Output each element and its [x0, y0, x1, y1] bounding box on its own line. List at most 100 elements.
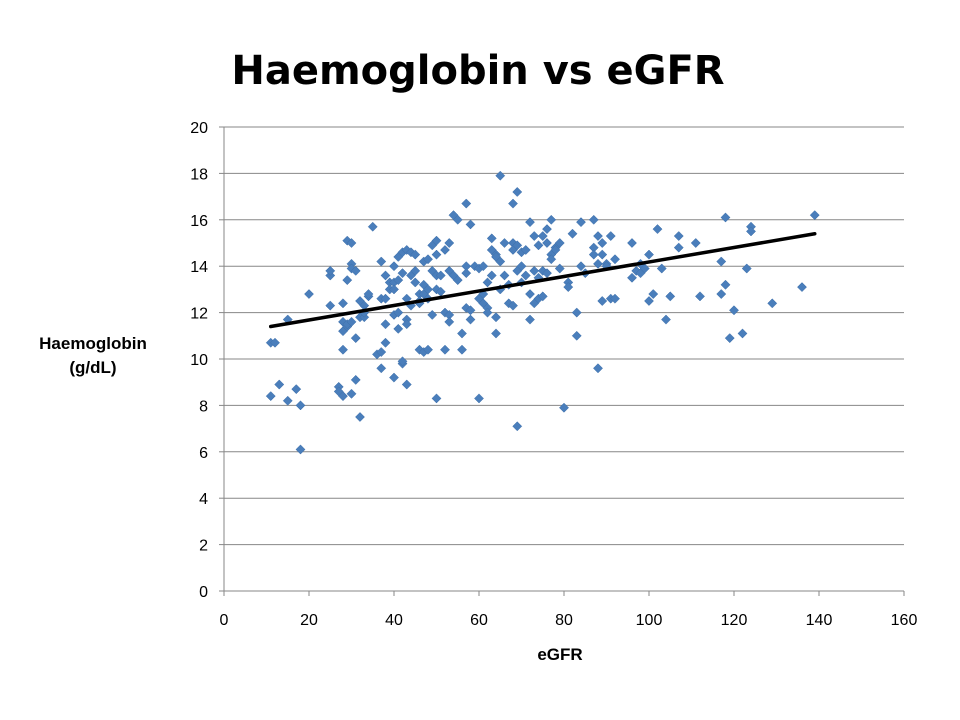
data-point [423, 254, 433, 265]
data-point [525, 217, 535, 228]
data-point [457, 344, 467, 355]
data-point [265, 391, 276, 402]
data-point [380, 293, 391, 304]
data-point [367, 221, 378, 232]
data-point [593, 231, 603, 241]
data-point [389, 261, 399, 272]
data-point [431, 235, 442, 246]
data-point [516, 261, 527, 272]
data-point [546, 254, 557, 265]
data-point [397, 356, 408, 367]
data-point [729, 305, 739, 316]
data-point [542, 224, 552, 235]
y-tick-label: 4 [199, 491, 208, 508]
data-point [716, 289, 727, 299]
data-point [338, 298, 348, 309]
data-point [465, 314, 476, 325]
y-tick-label: 0 [199, 584, 208, 601]
data-point [376, 256, 387, 267]
data-point [639, 263, 650, 274]
data-point [461, 268, 472, 279]
data-point [809, 210, 820, 221]
data-point [724, 333, 735, 344]
data-point [520, 245, 531, 255]
data-point [363, 289, 374, 299]
data-point [389, 372, 399, 383]
data-point [338, 391, 348, 402]
data-point [593, 258, 603, 269]
data-point [610, 293, 620, 304]
data-point [325, 300, 336, 311]
data-point [525, 289, 535, 299]
data-point [576, 217, 586, 228]
x-tick-label: 0 [220, 612, 229, 629]
data-point [495, 170, 506, 181]
data-point [274, 379, 285, 390]
data-point [741, 263, 752, 274]
data-point [597, 249, 608, 260]
y-tick-label: 6 [199, 445, 208, 462]
data-point [644, 296, 654, 306]
data-point [597, 238, 608, 248]
data-point [508, 198, 518, 209]
y-tick-label: 14 [190, 259, 208, 276]
data-point [797, 282, 807, 293]
data-point [452, 214, 463, 225]
data-point [376, 363, 387, 374]
data-point [304, 289, 314, 299]
data-point [457, 328, 467, 339]
data-point [474, 393, 484, 404]
data-point [461, 198, 472, 209]
y-tick-label: 2 [199, 538, 208, 555]
data-point [559, 402, 569, 413]
data-point [665, 291, 676, 302]
data-point [495, 256, 506, 267]
data-point [605, 231, 616, 241]
data-point [767, 298, 778, 309]
y-tick-label: 8 [199, 398, 208, 415]
data-point [529, 265, 540, 276]
data-point [338, 344, 348, 355]
data-point [342, 275, 353, 286]
x-tick-label: 20 [300, 612, 318, 629]
data-point [512, 421, 523, 432]
data-point [393, 307, 404, 318]
data-point [295, 444, 306, 455]
data-point [282, 395, 293, 406]
data-point [627, 272, 637, 283]
data-point [431, 393, 442, 404]
data-point [389, 284, 399, 295]
data-point [525, 314, 535, 325]
y-tick-label: 16 [190, 213, 208, 230]
data-point [644, 249, 654, 260]
x-tick-label: 100 [636, 612, 663, 629]
y-tick-label: 20 [190, 120, 208, 137]
data-point [720, 279, 731, 290]
data-point [380, 319, 391, 330]
x-tick-label: 160 [891, 612, 918, 629]
data-point [397, 268, 408, 279]
data-point [491, 312, 501, 323]
data-point [597, 296, 608, 306]
x-tick-label: 40 [385, 612, 403, 629]
data-point [427, 309, 438, 320]
data-point [529, 231, 540, 241]
y-axis-label-line-1: Haemoglobin [39, 334, 147, 353]
data-point [737, 328, 748, 339]
data-point [376, 347, 387, 357]
y-tick-label: 12 [190, 306, 208, 323]
data-point [673, 231, 684, 241]
data-point [508, 300, 518, 311]
data-point [346, 388, 357, 399]
data-point [486, 270, 497, 281]
data-point [652, 224, 663, 235]
y-axis-label: Haemoglobin (g/dL) [28, 332, 158, 380]
data-point [720, 212, 731, 223]
data-point [393, 323, 404, 334]
data-point [482, 277, 493, 288]
data-point [695, 291, 705, 302]
data-point [746, 226, 756, 237]
x-tick-label: 120 [721, 612, 748, 629]
y-axis-label-line-2: (g/dL) [69, 358, 117, 377]
gridlines [224, 126, 904, 546]
